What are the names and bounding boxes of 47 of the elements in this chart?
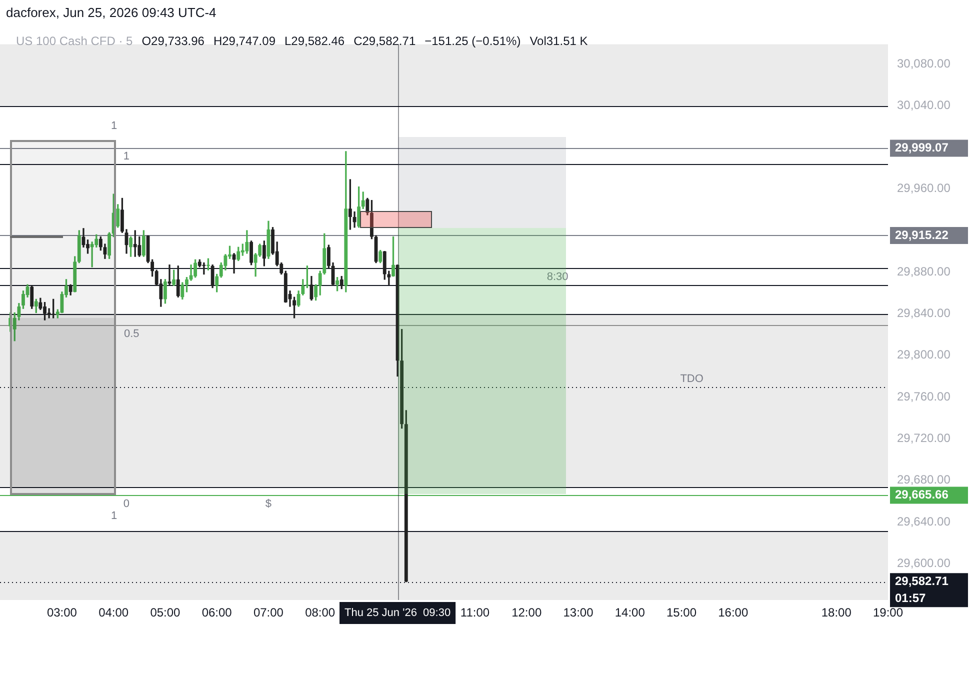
annotation: C29,582.71 [354, 34, 416, 48]
ref-line-label: 29,582.71 01:57 [895, 574, 949, 605]
x-tick-label: 18:00 [821, 606, 852, 620]
annotation: 0 [123, 498, 130, 510]
y-tick-label: 29,720.00 [897, 430, 951, 445]
x-tick-label: 14:00 [614, 606, 646, 620]
x-tick-label: 03:00 [46, 606, 78, 620]
x-tick-label: 11:00 [460, 606, 490, 620]
annotation: L29,582.46 [284, 34, 345, 48]
x-tick-label: 06:00 [202, 606, 232, 620]
y-tick-label: 29,600.00 [897, 556, 951, 570]
x-tick-label: 15:00 [666, 606, 697, 620]
annotation: Vol31.51 K [530, 34, 588, 48]
x-tick-label: 13:00 [563, 606, 594, 620]
x-tick-label: 07:00 [253, 606, 284, 620]
ref-line-label: 29,665.66 [895, 488, 949, 502]
y-tick-label: 29,640.00 [897, 514, 951, 528]
annotation: $ [265, 498, 272, 510]
annotation: TDO [680, 373, 704, 386]
candlestick [202, 262, 206, 275]
x-tick-label: 12:00 [512, 606, 542, 620]
annotation: 1 [123, 150, 130, 162]
x-tick-label: 08:00 [305, 606, 336, 620]
x-tick-label: 04:00 [98, 606, 129, 620]
annotation: O29,733.96 [142, 34, 204, 48]
y-tick-label: 29,680.00 [897, 472, 951, 487]
annotation: 8:30 [546, 271, 568, 284]
y-tick-label: 30,040.00 [897, 98, 951, 112]
annotation: 1 [111, 120, 118, 132]
y-tick-label: 29,760.00 [897, 389, 951, 404]
ref-line-label: 29,999.07 [895, 140, 949, 155]
y-tick-label: 29,880.00 [897, 264, 951, 278]
x-tick-label: 05:00 [150, 606, 181, 620]
ref-line-label: 29,915.22 [895, 228, 949, 242]
annotation: H29,747.09 [213, 34, 276, 48]
annotation: −151.25 (−0.51%) [424, 34, 521, 48]
y-tick-label: 29,840.00 [897, 306, 951, 320]
chart-subtitle: dacforex, Jun 25, 2026 09:43 UTC-4 [6, 5, 216, 20]
ref-line-label: Thu 25 Jun '26 09:30 [344, 607, 451, 620]
y-tick-label: 29,800.00 [897, 348, 951, 362]
chart-title: US 100 Cash CFD · 5 [16, 34, 133, 48]
annotation: 1 [111, 510, 118, 522]
x-tick-label: 19:00 [872, 606, 904, 620]
annotation: 0.5 [124, 328, 140, 340]
x-tick-label: 16:00 [718, 606, 748, 620]
y-tick-label: 30,080.00 [897, 56, 951, 70]
y-tick-label: 29,960.00 [897, 181, 951, 196]
